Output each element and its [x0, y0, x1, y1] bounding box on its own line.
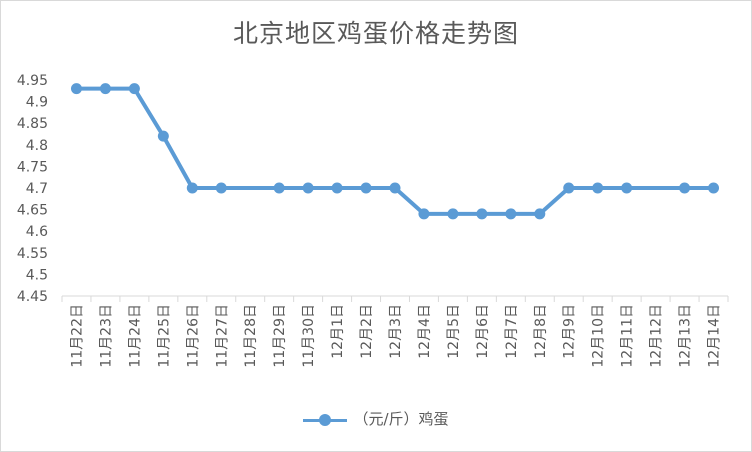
data-point — [360, 182, 372, 194]
data-point — [708, 182, 720, 194]
x-tick-label: 12月13日 — [678, 304, 694, 368]
y-tick-label: 4.6 — [26, 224, 48, 240]
data-point — [302, 182, 314, 194]
x-tick-label: 11月26日 — [185, 304, 201, 368]
data-point — [157, 130, 169, 142]
data-point — [447, 208, 459, 220]
data-point — [331, 182, 343, 194]
x-tick-label: 12月11日 — [620, 304, 636, 368]
chart-title: 北京地区鸡蛋价格走势图 — [232, 19, 519, 48]
x-tick-label: 11月30日 — [301, 304, 317, 368]
x-tick-label: 12月7日 — [504, 304, 520, 359]
x-tick-label: 12月2日 — [359, 304, 375, 359]
x-tick-label: 12月1日 — [330, 304, 346, 359]
x-tick-label: 12月4日 — [417, 304, 433, 359]
series-line — [74, 86, 716, 216]
x-tick-label: 12月6日 — [475, 304, 491, 359]
legend: （元/斤）鸡蛋 — [0, 408, 752, 429]
data-point — [592, 182, 604, 194]
x-tick-label: 11月25日 — [156, 304, 172, 368]
y-axis: 4.45 4.5 4.55 4.6 4.65 4.7 4.75 4.8 4.85 4.9 4.95 — [17, 73, 48, 305]
x-tick-label: 11月24日 — [127, 304, 143, 368]
data-point — [128, 83, 140, 95]
y-tick-label: 4.5 — [26, 267, 48, 283]
data-point — [534, 208, 546, 220]
legend-label: （元/斤）鸡蛋 — [353, 410, 449, 428]
x-tick-label: 11月29日 — [272, 304, 288, 368]
y-tick-label: 4.95 — [17, 73, 48, 89]
x-tick-label: 11月22日 — [69, 304, 85, 368]
data-point — [418, 208, 430, 220]
y-tick-label: 4.7 — [26, 181, 48, 197]
y-tick-label: 4.45 — [17, 289, 48, 305]
data-point — [679, 182, 691, 194]
data-point — [505, 208, 517, 220]
data-point — [273, 182, 285, 194]
data-point — [621, 182, 633, 194]
x-tick-label: 12月12日 — [649, 304, 665, 368]
data-point — [186, 182, 198, 194]
x-tick-label: 12月8日 — [533, 304, 549, 359]
x-tick-label: 12月5日 — [446, 304, 462, 359]
x-tick-label: 12月9日 — [562, 304, 578, 359]
data-point — [476, 208, 488, 220]
data-point — [389, 182, 401, 194]
y-tick-label: 4.65 — [17, 203, 48, 219]
x-axis: 11月22日 11月23日 11月24日 11月25日 11月26日 11月27日 11月2… — [61, 295, 729, 368]
data-point — [99, 83, 111, 95]
y-tick-label: 4.55 — [17, 246, 48, 262]
legend-marker — [303, 413, 348, 426]
data-point — [215, 182, 227, 194]
y-tick-label: 4.9 — [26, 95, 48, 111]
y-tick-label: 4.8 — [26, 138, 48, 154]
x-tick-label: 12月14日 — [707, 304, 723, 368]
x-tick-label: 11月23日 — [98, 304, 114, 368]
x-tick-label: 12月3日 — [388, 304, 404, 359]
x-tick-label: 11月28日 — [243, 304, 259, 368]
y-tick-label: 4.75 — [17, 159, 48, 175]
y-tick-label: 4.85 — [17, 116, 48, 132]
series-layer — [70, 83, 720, 220]
data-point — [563, 182, 575, 194]
x-tick-label: 12月10日 — [591, 304, 607, 368]
data-point — [70, 83, 82, 95]
x-tick-label: 11月27日 — [214, 304, 230, 368]
